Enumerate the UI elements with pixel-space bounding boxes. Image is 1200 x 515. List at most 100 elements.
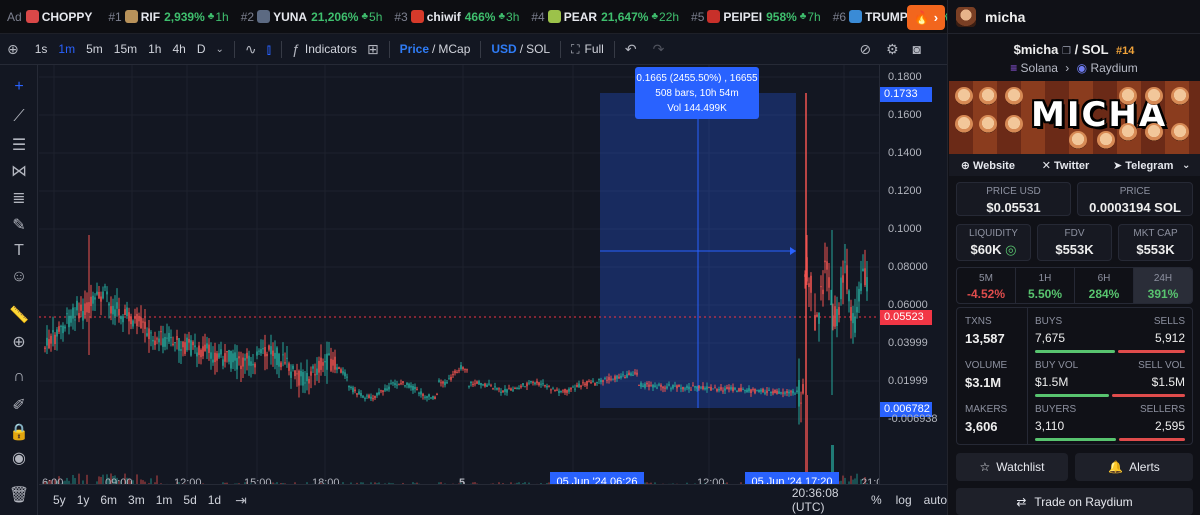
ticker-rank: #3 (394, 9, 408, 24)
ticker-item[interactable]: #3 chiwif 466% ♣ 3h (394, 10, 519, 24)
tab-6h[interactable]: 6H 284% (1075, 268, 1134, 303)
redo-icon[interactable]: ↷ (652, 40, 665, 57)
full-button[interactable]: Full (584, 42, 604, 56)
auto-toggle[interactable]: auto (923, 493, 947, 507)
candle-body (838, 306, 840, 315)
copy-icon[interactable]: ❐ (1062, 46, 1072, 57)
candle-body (408, 383, 410, 388)
usd-toggle[interactable]: USD (491, 42, 517, 56)
interval-1s[interactable]: 1s (34, 42, 48, 56)
candle-body (798, 380, 800, 407)
interval-D[interactable]: D (196, 42, 206, 56)
sol-toggle[interactable]: SOL (526, 42, 551, 56)
brush-icon[interactable]: ✎ (12, 217, 26, 234)
candle-body (814, 314, 816, 331)
ticker-item[interactable]: #2 YUNA 21,206% ♣ 5h (241, 10, 383, 24)
candle-body (808, 283, 810, 288)
zoom-in-icon[interactable]: ⊕ (12, 334, 26, 351)
website-link[interactable]: ⊕ Website (949, 159, 1027, 172)
pitchfork-icon[interactable]: ⋈ (11, 163, 27, 180)
banner-face-icon (1171, 123, 1189, 141)
ruler-icon[interactable]: 📏 (9, 307, 29, 324)
candle-body (228, 350, 230, 362)
range-6m[interactable]: 6m (100, 493, 118, 507)
gear-icon[interactable]: ⚙ (886, 40, 899, 57)
fullscreen-icon[interactable]: ⛶ (571, 41, 580, 56)
candle-body (330, 358, 332, 371)
search-icon[interactable]: ⊘ (859, 40, 872, 57)
candle-body (220, 349, 222, 355)
fib-icon[interactable]: ≣ (12, 190, 26, 207)
buyers-sellers-bar (1035, 438, 1185, 441)
magnet-icon[interactable]: ∩ (13, 368, 25, 385)
emoji-icon[interactable]: ☺ (10, 268, 28, 285)
tab-1h[interactable]: 1H 5.50% (1016, 268, 1075, 303)
candle-body (158, 338, 160, 343)
tab-5m[interactable]: 5M -4.52% (957, 268, 1016, 303)
candle-body (730, 387, 732, 390)
price-chart[interactable]: 0.1665 (2455.50%) , 16655 508 bars, 10h 5… (39, 65, 879, 490)
layout-grid-icon[interactable]: ⊞ (366, 40, 379, 57)
candle-body (340, 369, 342, 373)
trash-icon[interactable]: 🗑 (8, 487, 30, 504)
trend-line-icon[interactable]: ⟋ (13, 108, 25, 125)
lock-icon[interactable]: 🔒 (9, 424, 29, 441)
indicators-button[interactable]: Indicators (304, 42, 357, 56)
ticker-item[interactable]: #1 RIF 2,939% ♣ 1h (108, 10, 228, 24)
candle-body (774, 390, 776, 394)
price-tick-label: 0.1600 (888, 109, 922, 121)
trending-button[interactable]: 🔥 › (907, 5, 945, 30)
chevron-down-icon[interactable]: ⌄ (1182, 159, 1191, 171)
candle-body (678, 384, 680, 387)
candles-icon[interactable]: ⫾ (266, 40, 272, 57)
watchlist-button[interactable]: ☆ Watchlist (956, 453, 1068, 481)
ticker-item[interactable]: #5 PEIPEI 958% ♣ 7h (691, 10, 821, 24)
price-toggle[interactable]: Price (399, 42, 430, 56)
percent-toggle[interactable]: % (870, 493, 882, 507)
line-chart-icon[interactable]: ∿ (244, 40, 257, 57)
candle-body (610, 378, 612, 380)
candle-body (44, 347, 46, 349)
range-1d[interactable]: 1d (207, 493, 222, 507)
dex-name[interactable]: Raydium (1090, 61, 1138, 75)
date-range-icon[interactable]: ⇥ (235, 491, 247, 508)
candle-body (268, 345, 270, 350)
makers-value: 3,606 (965, 419, 998, 434)
range-1m[interactable]: 1m (155, 493, 173, 507)
lock-drawing-icon[interactable]: ✐ (12, 397, 26, 414)
globe-icon: ⊕ (960, 159, 973, 172)
range-5y[interactable]: 5y (53, 493, 66, 507)
range-1y[interactable]: 1y (76, 493, 90, 507)
crosshair-icon[interactable]: + (14, 78, 24, 95)
trade-button[interactable]: ⇄ Trade on Raydium (956, 488, 1193, 515)
alerts-button[interactable]: 🔔 Alerts (1075, 453, 1193, 481)
telegram-link[interactable]: ➤ Telegram (1104, 159, 1182, 172)
range-3m[interactable]: 3m (128, 493, 145, 507)
horizontal-lines-icon[interactable]: ☰ (11, 137, 27, 154)
interval-5m[interactable]: 5m (86, 42, 103, 56)
eye-icon[interactable]: ◉ (12, 450, 26, 467)
range-5d[interactable]: 5d (183, 493, 197, 507)
chain-name[interactable]: Solana (1020, 61, 1058, 75)
candle-body (442, 381, 444, 384)
ticker-item[interactable]: #4 PEAR 21,647% ♣ 22h (531, 10, 679, 24)
chevron-down-icon[interactable]: ⌄ (215, 43, 224, 55)
tab-24h[interactable]: 24H 391% (1134, 268, 1192, 303)
indicators-icon[interactable]: ƒ (292, 41, 300, 57)
candle-body (64, 326, 66, 329)
interval-1h[interactable]: 1h (148, 42, 162, 56)
interval-1m[interactable]: 1m (58, 42, 76, 56)
candle-body (702, 386, 704, 390)
mcap-toggle[interactable]: MCap (438, 42, 471, 56)
interval-4h[interactable]: 4h (172, 42, 186, 56)
twitter-link[interactable]: ✕ Twitter (1027, 159, 1105, 172)
interval-15m[interactable]: 15m (113, 42, 138, 56)
log-toggle[interactable]: log (895, 493, 912, 507)
camera-icon[interactable]: ◙ (912, 41, 922, 57)
ticker-item[interactable]: Ad CHOPPY (7, 10, 96, 24)
add-symbol-icon[interactable]: ⊕ (7, 40, 19, 57)
undo-icon[interactable]: ↶ (624, 40, 637, 57)
candle-body (528, 382, 530, 384)
price-axis[interactable]: 0.1733 0.05523 0.006782 0.1800 0.1600 0.14… (879, 65, 947, 490)
text-icon[interactable]: T (14, 242, 24, 259)
